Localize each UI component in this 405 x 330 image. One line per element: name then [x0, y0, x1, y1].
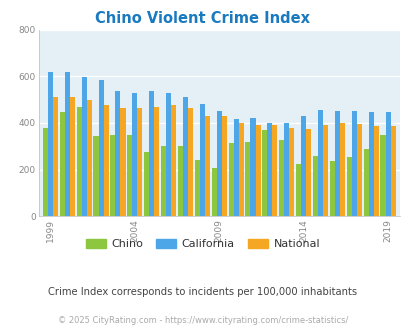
Bar — [329, 161, 334, 216]
Bar — [60, 113, 64, 216]
Bar — [390, 126, 395, 216]
Bar — [127, 135, 132, 216]
Bar — [199, 104, 205, 216]
Bar — [48, 72, 53, 216]
Bar — [295, 164, 301, 216]
Bar — [87, 100, 92, 216]
Bar — [120, 108, 125, 216]
Bar — [363, 148, 368, 216]
Bar — [238, 123, 243, 216]
Text: Crime Index corresponds to incidents per 100,000 inhabitants: Crime Index corresponds to incidents per… — [48, 287, 357, 297]
Bar — [183, 97, 188, 216]
Bar — [216, 111, 221, 216]
Bar — [301, 116, 305, 216]
Bar — [93, 136, 98, 216]
Bar — [194, 160, 199, 216]
Bar — [161, 146, 166, 216]
Bar — [250, 118, 255, 216]
Bar — [177, 146, 183, 216]
Bar — [339, 123, 344, 216]
Bar — [279, 140, 284, 216]
Bar — [385, 113, 390, 216]
Bar — [351, 111, 356, 216]
Bar — [368, 113, 373, 216]
Text: Chino Violent Crime Index: Chino Violent Crime Index — [95, 11, 310, 26]
Bar — [221, 116, 226, 216]
Bar — [144, 152, 149, 216]
Bar — [110, 135, 115, 216]
Bar — [317, 110, 322, 216]
Bar — [245, 142, 250, 216]
Bar — [70, 97, 75, 216]
Bar — [43, 128, 48, 216]
Bar — [373, 126, 378, 216]
Bar — [305, 129, 311, 216]
Bar — [334, 111, 339, 216]
Bar — [81, 78, 87, 216]
Bar — [98, 80, 103, 216]
Bar — [228, 143, 233, 216]
Bar — [322, 125, 327, 216]
Bar — [149, 91, 154, 216]
Bar — [233, 119, 238, 216]
Bar — [53, 97, 58, 216]
Bar — [272, 125, 277, 216]
Bar — [171, 106, 176, 216]
Bar — [346, 157, 351, 216]
Bar — [312, 155, 317, 216]
Bar — [211, 168, 216, 216]
Bar — [284, 123, 289, 216]
Legend: Chino, California, National: Chino, California, National — [81, 234, 324, 253]
Bar — [379, 135, 385, 216]
Bar — [188, 108, 193, 216]
Bar — [267, 123, 272, 216]
Bar — [64, 72, 70, 216]
Bar — [255, 125, 260, 216]
Text: © 2025 CityRating.com - https://www.cityrating.com/crime-statistics/: © 2025 CityRating.com - https://www.city… — [58, 315, 347, 325]
Bar — [115, 91, 120, 216]
Bar — [137, 108, 142, 216]
Bar — [132, 93, 137, 216]
Bar — [356, 124, 361, 216]
Bar — [103, 106, 109, 216]
Bar — [262, 130, 267, 216]
Bar — [205, 116, 209, 216]
Bar — [166, 93, 171, 216]
Bar — [289, 128, 294, 216]
Bar — [154, 107, 159, 216]
Bar — [77, 107, 81, 216]
